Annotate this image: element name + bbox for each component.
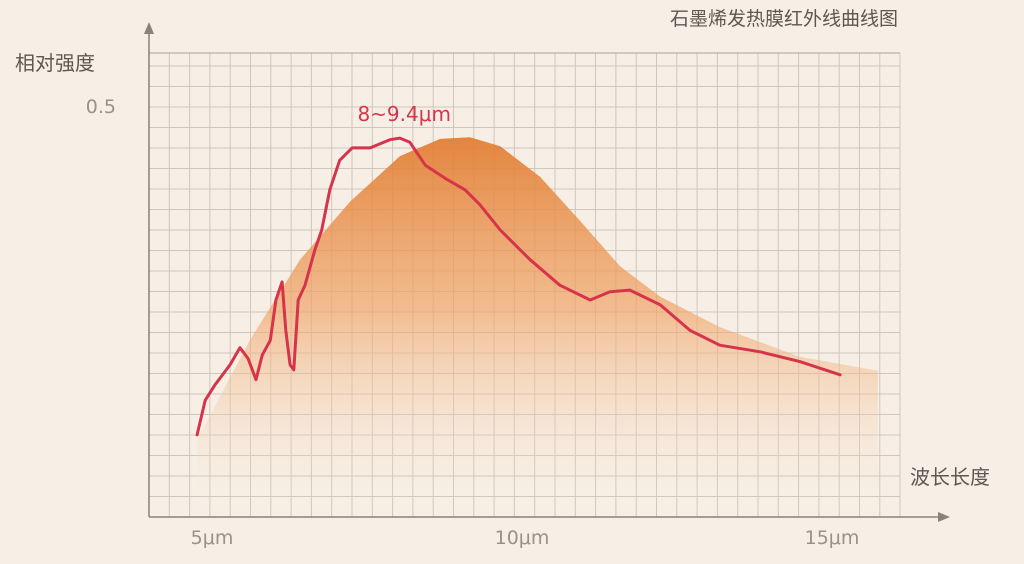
x-tick-label: 5μm [191,527,234,549]
y-axis-arrow [144,22,154,34]
y-tick-label: 0.5 [86,96,116,118]
line-series [195,136,842,437]
x-axis-label: 波长长度 [910,465,990,489]
x-tick-label: 10μm [495,527,550,549]
y-axis-label: 相对强度 [15,51,95,75]
area-series [197,137,878,517]
peak-annotation: 8~9.4μm [357,102,451,126]
chart-title: 石墨烯发热膜红外线曲线图 [670,8,898,30]
line-series-1 [195,136,842,437]
x-tick-label: 15μm [805,527,860,549]
x-axis-arrow [938,512,950,522]
area-series-0 [197,137,878,517]
tick-labels: 5μm 10μm 15μm 0.5 [86,96,860,549]
